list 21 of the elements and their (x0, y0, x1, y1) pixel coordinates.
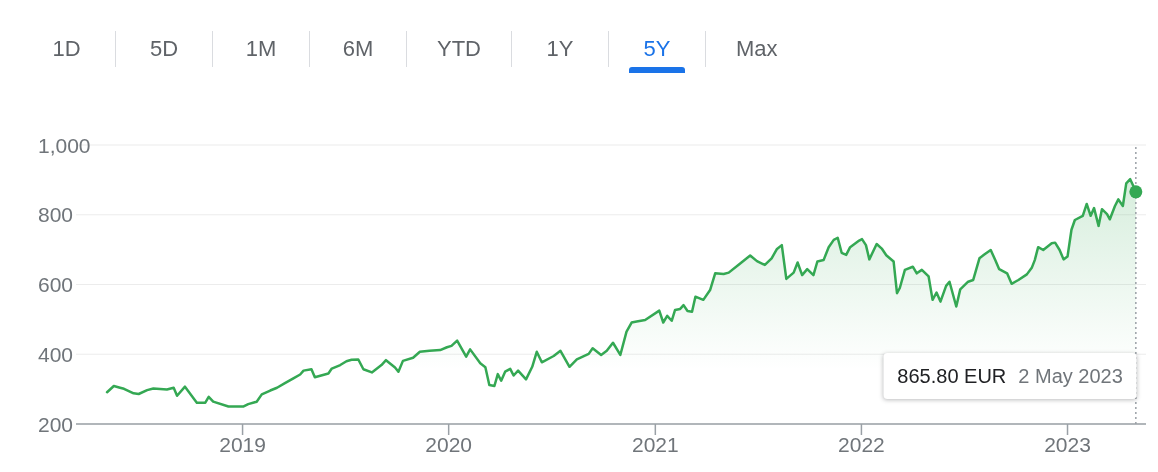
y-tick-label: 800 (38, 203, 74, 227)
x-tick-label: 2022 (838, 432, 885, 456)
y-tick-label: 600 (38, 273, 74, 297)
text: 5D (115, 31, 212, 67)
text: YTD (406, 31, 511, 67)
x-tick-label: 2019 (219, 432, 266, 456)
text: Max (705, 31, 808, 67)
annotation: 2 May 2023 (1018, 364, 1123, 388)
x-tick-label: 2023 (1044, 432, 1091, 456)
text: 1M (212, 31, 309, 67)
tooltip: 865.80 EUR 2 May 2023 (883, 353, 1137, 399)
text: 6M (309, 31, 406, 67)
y-tick-label: 1,000 (38, 133, 91, 157)
annotation: 865.80 EUR (897, 364, 1007, 388)
text: 1D (18, 31, 115, 67)
y-tick-label: 200 (38, 412, 74, 436)
text: 1Y (511, 31, 608, 67)
x-tick-label: 2021 (631, 432, 679, 456)
text: 5Y (608, 31, 705, 67)
y-tick-label: 400 (38, 342, 74, 366)
x-tick-label: 2020 (425, 432, 473, 456)
